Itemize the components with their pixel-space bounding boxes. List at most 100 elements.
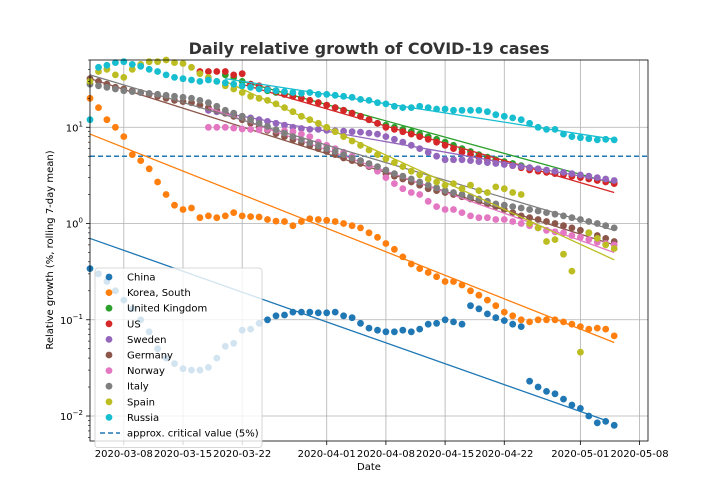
- data-point-korea-south: [95, 104, 102, 111]
- data-point-china: [534, 383, 542, 391]
- data-point-norway: [450, 206, 457, 213]
- data-point-russia: [213, 78, 221, 85]
- data-point-korea-south: [238, 212, 246, 220]
- data-point-sweden: [382, 133, 390, 141]
- legend-marker-korea-south: [105, 289, 113, 296]
- data-point-china: [433, 319, 440, 327]
- y-tick-exponent: 0: [79, 217, 83, 225]
- data-point-russia: [196, 78, 204, 85]
- y-tick-label: 100: [66, 217, 83, 231]
- data-point-china: [526, 377, 533, 385]
- data-point-china: [475, 305, 483, 313]
- data-point-sweden: [365, 129, 373, 137]
- data-point-norway: [238, 125, 246, 133]
- plot-area: [86, 56, 649, 442]
- data-point-russia: [264, 86, 271, 94]
- y-tick-exponent: 1: [79, 120, 83, 128]
- data-point-norway: [298, 130, 305, 138]
- data-point-korea-south: [602, 325, 610, 333]
- data-point-china: [323, 309, 331, 317]
- data-point-korea-south: [272, 217, 280, 225]
- data-point-sweden: [357, 128, 364, 136]
- data-point-spain: [517, 191, 525, 198]
- data-point-italy: [424, 181, 432, 189]
- series-korea-south: [86, 94, 618, 344]
- legend-marker-germany: [105, 351, 113, 359]
- data-point-china: [306, 308, 314, 316]
- data-point-china: [382, 328, 390, 336]
- data-point-china: [272, 312, 280, 320]
- data-point-russia: [306, 89, 314, 96]
- data-point-russia: [500, 112, 508, 120]
- data-point-korea-south: [154, 178, 162, 186]
- data-point-china: [577, 405, 584, 412]
- data-point-russia: [112, 59, 119, 66]
- data-point-norway: [433, 203, 440, 211]
- data-point-korea-south: [314, 216, 322, 223]
- data-point-china: [264, 316, 271, 324]
- x-tick-label: 2020-04-15: [416, 449, 474, 460]
- data-point-russia: [585, 135, 593, 143]
- data-point-korea-south: [391, 245, 398, 253]
- data-point-norway: [230, 124, 238, 132]
- data-point-korea-south: [357, 224, 364, 232]
- legend-label: Sweden: [127, 335, 167, 346]
- data-point-norway: [467, 212, 474, 220]
- data-point-germany: [568, 224, 576, 232]
- data-point-spain: [484, 189, 491, 196]
- data-point-russia: [95, 63, 102, 71]
- trend-line-sweden: [208, 109, 615, 183]
- data-point-us: [205, 68, 212, 75]
- data-point-russia: [314, 90, 322, 98]
- data-point-russia: [120, 58, 128, 66]
- data-point-russia: [467, 106, 474, 114]
- chart-title: Daily relative growth of COVID-19 cases: [189, 39, 550, 58]
- data-point-korea-south: [196, 214, 204, 222]
- data-point-china: [441, 316, 449, 324]
- data-point-korea-south: [500, 308, 508, 316]
- y-tick-label: 10−2: [60, 409, 83, 423]
- trend-line-korea-south: [89, 133, 615, 344]
- x-axis-ticks: 2020-03-08 2020-03-15 2020-03-22 2020-04-01…: [95, 441, 669, 460]
- data-point-spain: [492, 183, 500, 191]
- data-point-norway: [391, 180, 398, 188]
- data-point-italy: [179, 93, 187, 101]
- data-point-russia: [458, 106, 466, 114]
- legend-marker-italy: [105, 382, 113, 390]
- y-tick-base: 10: [66, 123, 79, 134]
- data-point-spain: [391, 159, 398, 167]
- data-point-germany: [602, 235, 610, 242]
- data-point-spain: [416, 171, 424, 179]
- data-point-korea-south: [534, 316, 542, 324]
- data-point-italy: [323, 145, 331, 153]
- data-point-spain: [433, 178, 440, 186]
- data-point-china: [610, 421, 618, 429]
- data-point-italy: [391, 170, 398, 178]
- data-point-norway: [500, 216, 508, 223]
- data-point-sweden: [391, 135, 398, 143]
- data-point-korea-south: [416, 265, 424, 272]
- legend-label: China: [127, 273, 156, 284]
- data-point-norway: [585, 236, 593, 244]
- data-point-korea-south: [348, 222, 356, 230]
- data-point-china: [399, 326, 407, 334]
- data-point-italy: [374, 163, 381, 171]
- data-point-china: [517, 323, 525, 330]
- data-point-china: [551, 390, 559, 398]
- data-point-korea-south: [255, 213, 263, 221]
- data-point-russia: [230, 80, 238, 88]
- data-point-italy: [534, 207, 542, 215]
- data-point-korea-south: [517, 316, 525, 324]
- data-point-korea-south: [188, 204, 195, 212]
- data-point-korea-south: [484, 296, 491, 304]
- data-point-korea-south: [213, 214, 221, 222]
- data-point-korea-south: [145, 165, 153, 173]
- data-point-sweden: [424, 148, 432, 156]
- y-tick-exponent: −1: [73, 313, 83, 321]
- x-tick-label: 2020-03-08: [95, 449, 153, 460]
- data-point-korea-south: [120, 133, 128, 141]
- data-point-norway: [205, 123, 212, 131]
- data-point-italy: [314, 142, 322, 150]
- legend-marker-united-kingdom: [105, 304, 113, 312]
- data-point-china: [467, 302, 474, 310]
